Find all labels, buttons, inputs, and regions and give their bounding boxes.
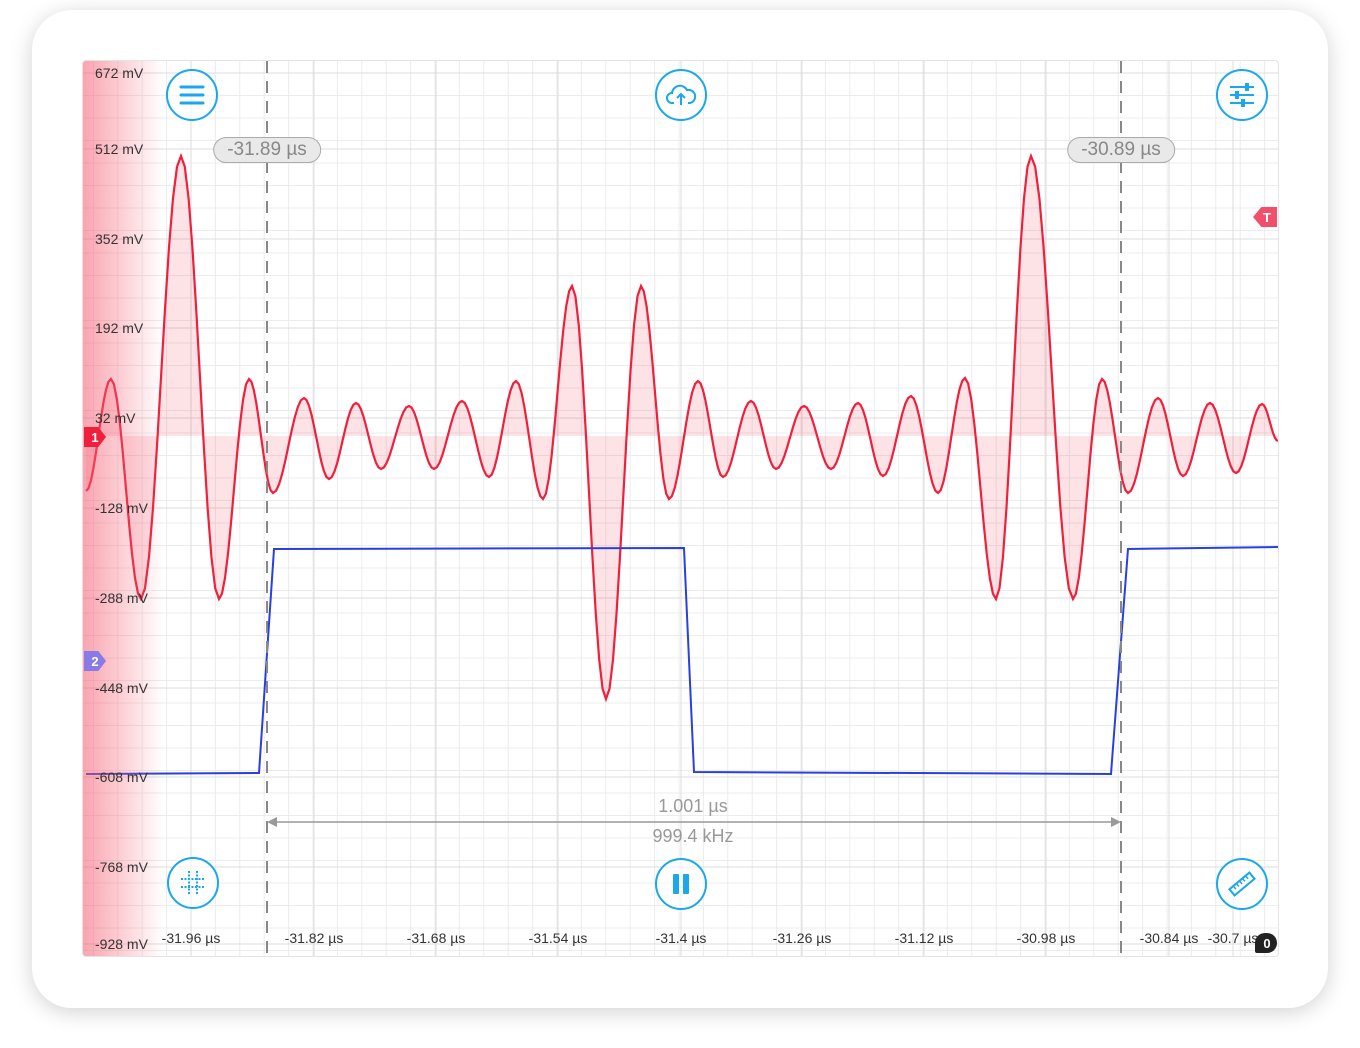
measurement-arrow-right xyxy=(1111,817,1121,827)
channel2-trace xyxy=(85,546,1278,776)
upload-button[interactable] xyxy=(655,69,707,121)
x-tick-label: -31.96 µs xyxy=(161,930,221,946)
trigger-marker[interactable]: T xyxy=(1253,207,1277,227)
pause-button[interactable] xyxy=(655,858,707,910)
menu-icon xyxy=(179,85,205,105)
left-cursor-label[interactable]: -31.89 µs xyxy=(213,137,321,163)
oscilloscope-display[interactable]: 672 mV 512 mV 352 mV 192 mV 32 mV -128 mV -288… xyxy=(82,60,1279,957)
x-tick-label: -31.68 µs xyxy=(406,930,466,946)
waveform-plot[interactable] xyxy=(83,61,1278,956)
y-tick-label: -608 mV xyxy=(95,769,148,785)
x-tick-label: -31.26 µs xyxy=(772,930,832,946)
settings-button[interactable] xyxy=(1216,69,1268,121)
y-tick-label: 192 mV xyxy=(95,320,144,336)
x-tick-label: -30.98 µs xyxy=(1016,930,1076,946)
menu-button[interactable] xyxy=(166,69,218,121)
pause-icon xyxy=(673,874,689,894)
x-tick-label: -31.54 µs xyxy=(528,930,588,946)
channel2-marker[interactable]: 2 xyxy=(84,651,106,671)
sliders-icon xyxy=(1230,83,1254,107)
y-tick-label: 672 mV xyxy=(95,65,144,81)
y-tick-label: -928 mV xyxy=(95,936,148,952)
grid-button[interactable] xyxy=(167,857,219,909)
y-tick-label: -448 mV xyxy=(95,680,148,696)
channel1-trace xyxy=(85,152,1278,703)
channel1-fill xyxy=(86,156,1278,699)
time-origin-marker[interactable]: 0 xyxy=(1255,933,1277,953)
x-tick-label: -31.12 µs xyxy=(894,930,954,946)
x-tick-label: -30.7 µs xyxy=(1207,930,1259,946)
y-tick-label: 512 mV xyxy=(95,141,144,157)
right-cursor-label[interactable]: -30.89 µs xyxy=(1067,137,1175,163)
y-tick-label: -128 mV xyxy=(95,500,148,516)
x-tick-label: -31.4 µs xyxy=(655,930,707,946)
delta-time-readout: 1.001 µs xyxy=(658,796,728,816)
x-tick-label: -30.84 µs xyxy=(1139,930,1199,946)
frequency-readout: 999.4 kHz xyxy=(652,826,734,846)
x-tick-label: -31.82 µs xyxy=(284,930,344,946)
grid-icon xyxy=(181,871,205,895)
channel1-marker[interactable]: 1 xyxy=(84,427,106,447)
y-tick-label: -768 mV xyxy=(95,859,148,875)
measure-button[interactable] xyxy=(1216,858,1268,910)
y-tick-label: -288 mV xyxy=(95,590,148,606)
channel1-offset-gradient xyxy=(83,61,163,956)
measurement-arrow-left xyxy=(267,817,277,827)
cloud-upload-icon xyxy=(666,84,696,105)
ruler-icon xyxy=(1228,871,1256,897)
y-tick-label: 32 mV xyxy=(95,410,136,426)
y-tick-label: 352 mV xyxy=(95,231,144,247)
